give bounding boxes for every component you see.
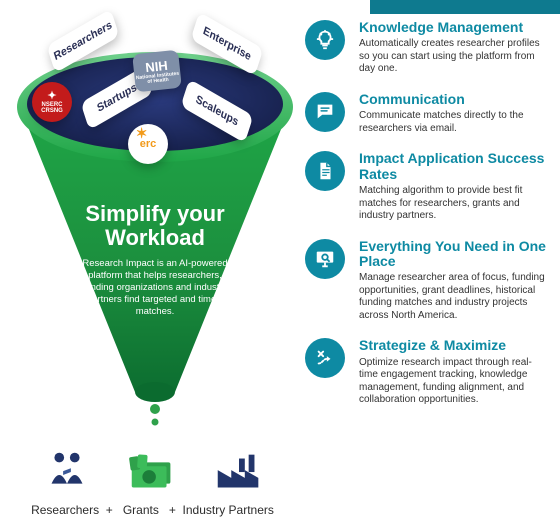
bottom-grants: Grants [123,503,159,517]
bulb-icon [305,20,345,60]
strategy-icon [305,338,345,378]
bottom-researchers: Researchers [31,503,99,517]
feature-desc: Matching algorithm to provide best fit m… [359,185,550,223]
chip-erc: ✶ erc [128,124,168,164]
feature-strategize: Strategize & Maximize Optimize research … [305,338,550,406]
funnel-title-1: Simplify your [85,201,224,226]
left-panel: Researchers Startups Enterprise Scaleups… [0,0,305,523]
bottom-industry: Industry Partners [183,503,274,517]
top-bar [370,0,560,14]
feature-title: Strategize & Maximize [359,338,550,353]
nserc-bot: CRSNG [41,108,63,114]
nih-sub: National Institutes of Health [134,71,181,86]
funnel-desc: Research Impact is an AI-powered platfor… [55,258,255,317]
bottom-labels: Researchers + Grants + Industry Partners [0,503,305,517]
feature-desc: Manage researcher area of focus, funding… [359,272,550,322]
iso-researchers-icon [38,445,96,497]
chip-nih: NIH National Institutes of Health [132,50,182,93]
chat-icon [305,92,345,132]
monitor-icon [305,239,345,279]
funnel-text: Simplify your Workload Research Impact i… [55,202,255,318]
iso-grants-icon [124,445,182,497]
funnel-title-2: Workload [105,225,205,250]
feature-everything: Everything You Need in One Place Manage … [305,239,550,323]
feature-knowledge: Knowledge Management Automatically creat… [305,20,550,76]
bottom-row: Researchers + Grants + Industry Partners [0,445,305,517]
doc-icon [305,151,345,191]
feature-desc: Communicate matches directly to the rese… [359,110,550,135]
feature-communication: Communication Communicate matches direct… [305,92,550,135]
features-column: Knowledge Management Automatically creat… [305,0,560,523]
feature-title: Communication [359,92,550,107]
chip-nserc: ✦ NSERC CRSNG [32,82,72,122]
feature-title: Everything You Need in One Place [359,239,550,270]
funnel: Researchers Startups Enterprise Scaleups… [10,12,300,432]
plus: + [169,503,176,517]
plus: + [106,503,113,517]
feature-title: Impact Application Success Rates [359,151,550,182]
feature-desc: Optimize research impact through real-ti… [359,357,550,407]
feature-impact: Impact Application Success Rates Matchin… [305,151,550,222]
feature-title: Knowledge Management [359,20,550,35]
funnel-title: Simplify your Workload [55,202,255,250]
iso-industry-icon [210,445,268,497]
feature-desc: Automatically creates researcher profile… [359,38,550,76]
